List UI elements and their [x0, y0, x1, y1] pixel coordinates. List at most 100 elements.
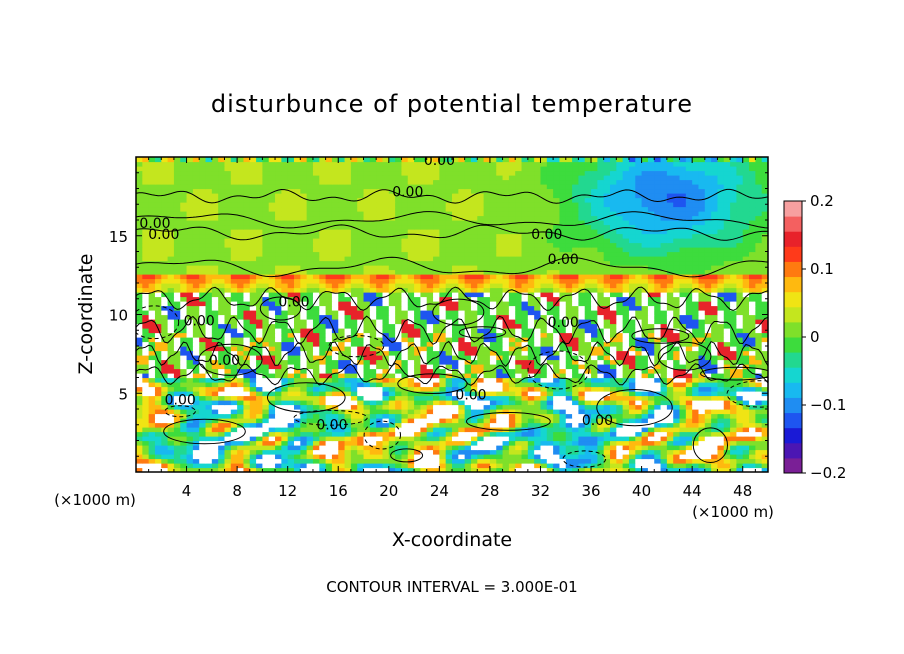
field-cell	[294, 332, 301, 338]
field-cell	[534, 404, 542, 410]
field-cell	[452, 310, 459, 316]
field-cell	[616, 305, 624, 311]
field-cell	[622, 292, 630, 298]
field-cell	[521, 458, 529, 464]
field-cell	[717, 467, 725, 472]
field-cell	[192, 373, 200, 379]
field-cell	[344, 413, 352, 419]
field-cell	[666, 409, 674, 415]
field-cell	[546, 467, 554, 472]
field-cell	[287, 337, 295, 343]
field-cell	[692, 382, 700, 388]
field-cell	[186, 346, 194, 352]
field-cell	[344, 440, 352, 446]
field-cell	[622, 386, 630, 392]
field-cell	[382, 314, 390, 320]
field-cell	[470, 323, 478, 329]
field-cell	[338, 440, 346, 446]
field-cell	[559, 350, 567, 356]
field-cell	[565, 422, 573, 428]
field-cell	[167, 346, 175, 352]
field-cell	[761, 332, 768, 338]
field-cell	[363, 404, 371, 410]
field-cell	[622, 301, 630, 307]
field-cell	[736, 418, 744, 424]
field-cell	[363, 292, 371, 298]
field-cell	[723, 454, 731, 460]
field-cell	[730, 454, 737, 460]
field-cell	[584, 373, 592, 379]
field-cell	[647, 310, 655, 316]
field-cell	[331, 265, 339, 271]
field-cell	[268, 458, 276, 464]
field-cell	[319, 373, 327, 379]
field-cell	[325, 355, 333, 361]
field-cell	[382, 422, 390, 428]
field-cell	[439, 427, 447, 433]
field-cell	[192, 337, 200, 343]
field-cell	[603, 364, 611, 370]
field-cell	[401, 247, 409, 253]
field-cell	[439, 395, 447, 401]
field-cell	[401, 377, 409, 383]
field-cell	[319, 305, 327, 311]
field-cell	[736, 323, 744, 329]
field-cell	[489, 305, 497, 311]
field-cell	[559, 260, 567, 266]
field-cell	[350, 314, 358, 320]
field-cell	[154, 332, 162, 338]
field-cell	[464, 382, 472, 388]
field-cell	[173, 341, 181, 347]
field-cell	[154, 337, 162, 343]
field-cell	[622, 400, 630, 406]
field-cell	[249, 449, 257, 455]
field-cell	[647, 373, 655, 379]
field-cell	[546, 391, 554, 397]
field-cell	[369, 454, 377, 460]
field-cell	[489, 247, 497, 253]
field-cell	[249, 341, 257, 347]
field-cell	[388, 256, 396, 262]
field-cell	[704, 319, 712, 325]
field-cell	[610, 418, 617, 424]
field-cell	[382, 341, 390, 347]
field-cell	[546, 247, 554, 253]
field-cell	[603, 404, 611, 410]
field-cell	[439, 440, 447, 446]
field-cell	[502, 260, 510, 266]
field-cell	[186, 251, 194, 257]
field-cell	[730, 427, 737, 433]
field-cell	[534, 427, 542, 433]
field-cell	[452, 467, 459, 472]
field-cell	[610, 265, 617, 271]
field-cell	[186, 301, 194, 307]
field-cell	[559, 386, 567, 392]
field-cell	[363, 274, 371, 280]
field-cell	[679, 247, 687, 253]
field-cell	[142, 314, 150, 320]
field-cell	[704, 463, 712, 469]
field-cell	[534, 332, 542, 338]
field-cell	[452, 418, 459, 424]
field-cell	[584, 328, 592, 334]
field-cell	[508, 301, 516, 307]
field-cell	[546, 413, 554, 419]
field-cell	[641, 274, 649, 280]
field-cell	[628, 296, 636, 302]
field-cell	[154, 377, 162, 383]
field-cell	[325, 445, 333, 451]
field-cell	[527, 314, 535, 320]
field-cell	[749, 305, 756, 311]
field-cell	[256, 463, 263, 469]
field-cell	[294, 386, 301, 392]
field-cell	[199, 413, 207, 419]
field-cell	[382, 323, 390, 329]
field-cell	[730, 404, 737, 410]
field-cell	[660, 278, 668, 284]
field-cell	[268, 251, 276, 257]
field-cell	[736, 395, 744, 401]
field-cell	[736, 400, 744, 406]
field-cell	[502, 301, 510, 307]
field-cell	[154, 350, 162, 356]
field-cell	[167, 413, 175, 419]
